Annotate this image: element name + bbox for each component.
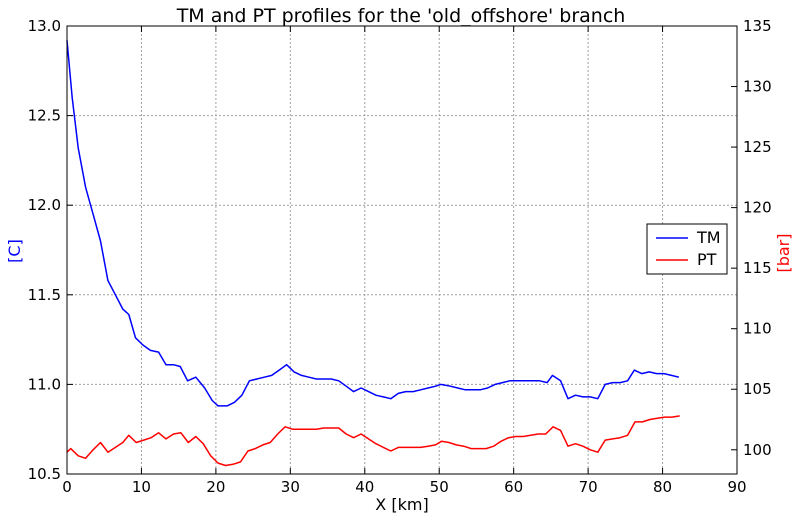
x-tick-labels: 0 10 20 30 40 50 60 70 80 90 [62,478,746,496]
legend-label-pt: PT [697,250,717,269]
right-y-tick-label: 110 [743,320,772,338]
right-y-tick-label: 115 [743,259,772,277]
x-tick-label: 10 [132,478,151,496]
x-tick-label: 50 [430,478,449,496]
x-axis-label: X [km] [375,495,428,514]
left-y-tick-label: 11.0 [28,375,61,393]
x-tick-label: 60 [504,478,523,496]
tick-marks [66,25,738,475]
legend: TM PT [646,223,728,275]
right-y-tick-label: 135 [743,17,772,35]
left-y-tick-label: 12.0 [28,196,61,214]
right-y-tick-label: 100 [743,441,772,459]
right-y-tick-label: 125 [743,138,772,156]
left-y-tick-labels: 10.5 11.0 11.5 12.0 12.5 13.0 [28,17,61,483]
series-line-tm [66,40,680,407]
left-y-tick-label: 10.5 [28,465,61,483]
x-tick-label: 80 [653,478,672,496]
x-tick-label: 70 [579,478,598,496]
x-tick-label: 90 [727,478,746,496]
left-y-tick-label: 11.5 [28,286,61,304]
x-tick-label: 20 [206,478,225,496]
series-line-pt [66,415,680,467]
series-layer [66,40,680,467]
right-y-tick-labels: 100 105 110 115 120 125 130 135 [743,17,772,459]
legend-label-tm: TM [696,228,721,247]
right-y-tick-label: 130 [743,78,772,96]
grid-lines [67,26,737,474]
right-y-axis-label: [bar] [774,233,793,272]
x-tick-label: 40 [355,478,374,496]
x-tick-label: 0 [62,478,72,496]
right-y-tick-label: 120 [743,199,772,217]
right-y-tick-label: 105 [743,380,772,398]
legend-box [646,223,728,275]
left-y-tick-label: 12.5 [28,107,61,125]
left-y-tick-label: 13.0 [28,17,61,35]
plot-frame [66,25,738,475]
chart-title: TM and PT profiles for the 'old_offshore… [176,5,626,27]
left-y-axis-label: [C] [5,239,24,263]
x-tick-label: 30 [281,478,300,496]
